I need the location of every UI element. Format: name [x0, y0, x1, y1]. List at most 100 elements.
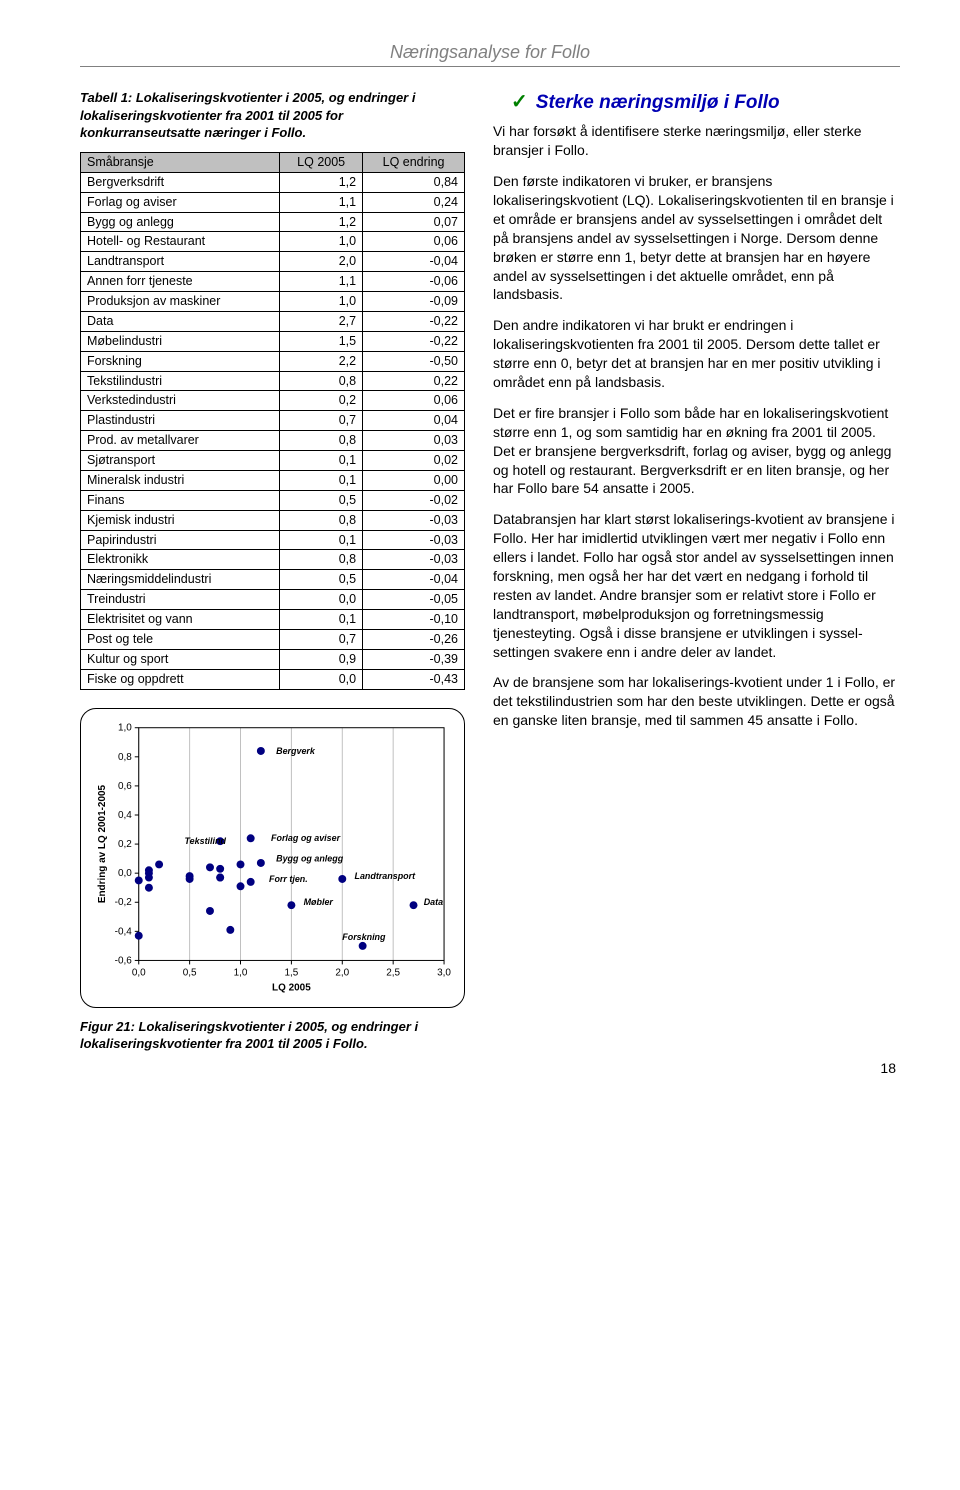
table-row: Finans0,5-0,02	[81, 490, 465, 510]
cell-change: -0,39	[363, 649, 465, 669]
svg-text:Data: Data	[424, 897, 443, 907]
body-paragraph: Den andre indikatoren vi har brukt er en…	[493, 316, 900, 392]
cell-change: 0,84	[363, 172, 465, 192]
body-paragraph: Av de bransjene som har lokaliserings-kv…	[493, 673, 900, 730]
body-paragraph: Den første indikatoren vi bruker, er bra…	[493, 172, 900, 304]
cell-name: Møbelindustri	[81, 331, 280, 351]
cell-lq: 0,2	[280, 391, 363, 411]
cell-lq: 2,0	[280, 252, 363, 272]
cell-change: 0,06	[363, 232, 465, 252]
cell-change: -0,05	[363, 590, 465, 610]
table-row: Forskning2,2-0,50	[81, 351, 465, 371]
svg-text:LQ 2005: LQ 2005	[272, 982, 311, 993]
table-row: Papirindustri0,1-0,03	[81, 530, 465, 550]
cell-change: -0,04	[363, 570, 465, 590]
table-row: Elektrisitet og vann0,1-0,10	[81, 610, 465, 630]
cell-change: 0,07	[363, 212, 465, 232]
svg-text:0,0: 0,0	[118, 868, 132, 879]
cell-lq: 0,1	[280, 530, 363, 550]
svg-text:1,0: 1,0	[234, 967, 248, 978]
cell-name: Forlag og aviser	[81, 192, 280, 212]
cell-change: -0,03	[363, 530, 465, 550]
table-row: Bygg og anlegg1,20,07	[81, 212, 465, 232]
cell-name: Næringsmiddelindustri	[81, 570, 280, 590]
svg-text:1,5: 1,5	[284, 967, 298, 978]
table-row: Fiske og oppdrett0,0-0,43	[81, 669, 465, 689]
cell-name: Produksjon av maskiner	[81, 292, 280, 312]
svg-text:-0,4: -0,4	[115, 926, 133, 937]
svg-text:0,6: 0,6	[118, 780, 132, 791]
cell-name: Finans	[81, 490, 280, 510]
table-row: Landtransport2,0-0,04	[81, 252, 465, 272]
page-number: 18	[80, 1059, 900, 1078]
table-row: Post og tele0,7-0,26	[81, 629, 465, 649]
cell-lq: 1,1	[280, 272, 363, 292]
svg-text:Tekstilind: Tekstilind	[185, 836, 227, 846]
svg-text:-0,2: -0,2	[115, 897, 133, 908]
cell-change: -0,22	[363, 311, 465, 331]
cell-name: Bygg og anlegg	[81, 212, 280, 232]
table-row: Næringsmiddelindustri0,5-0,04	[81, 570, 465, 590]
page-header-title: Næringsanalyse for Follo	[80, 40, 900, 67]
section-heading: ✓ Sterke næringsmiljø i Follo	[493, 89, 900, 116]
check-icon: ✓	[511, 89, 528, 116]
cell-lq: 0,0	[280, 590, 363, 610]
cell-lq: 0,7	[280, 411, 363, 431]
cell-change: -0,43	[363, 669, 465, 689]
cell-lq: 0,1	[280, 470, 363, 490]
table-row: Prod. av metallvarer0,80,03	[81, 431, 465, 451]
table-row: Forlag og aviser1,10,24	[81, 192, 465, 212]
figure-caption: Figur 21: Lokaliseringskvotienter i 2005…	[80, 1018, 465, 1053]
cell-name: Sjøtransport	[81, 451, 280, 471]
table-row: Annen forr tjeneste1,1-0,06	[81, 272, 465, 292]
cell-change: -0,09	[363, 292, 465, 312]
svg-text:-0,6: -0,6	[115, 955, 133, 966]
cell-name: Elektronikk	[81, 550, 280, 570]
table-header-row: Småbransje LQ 2005 LQ endring	[81, 152, 465, 172]
cell-lq: 0,5	[280, 490, 363, 510]
table-row: Møbelindustri1,5-0,22	[81, 331, 465, 351]
body-paragraph: Det er fire bransjer i Follo som både ha…	[493, 404, 900, 498]
cell-lq: 1,2	[280, 172, 363, 192]
cell-change: 0,06	[363, 391, 465, 411]
svg-text:Forr tjen.: Forr tjen.	[269, 874, 308, 884]
cell-name: Landtransport	[81, 252, 280, 272]
body-paragraph: Vi har forsøkt å identifisere sterke nær…	[493, 122, 900, 160]
col-header-1: LQ 2005	[280, 152, 363, 172]
cell-lq: 2,2	[280, 351, 363, 371]
table-row: Verkstedindustri0,20,06	[81, 391, 465, 411]
cell-change: -0,02	[363, 490, 465, 510]
svg-text:2,0: 2,0	[335, 967, 349, 978]
table-row: Sjøtransport0,10,02	[81, 451, 465, 471]
cell-name: Prod. av metallvarer	[81, 431, 280, 451]
cell-lq: 1,0	[280, 292, 363, 312]
svg-text:Bergverk: Bergverk	[276, 746, 316, 756]
svg-text:Møbler: Møbler	[304, 897, 334, 907]
cell-name: Kultur og sport	[81, 649, 280, 669]
cell-change: 0,03	[363, 431, 465, 451]
table-row: Kultur og sport0,9-0,39	[81, 649, 465, 669]
cell-change: -0,26	[363, 629, 465, 649]
svg-text:0,2: 0,2	[118, 839, 132, 850]
table-row: Mineralsk industri0,10,00	[81, 470, 465, 490]
cell-name: Post og tele	[81, 629, 280, 649]
cell-name: Kjemisk industri	[81, 510, 280, 530]
svg-text:2,5: 2,5	[386, 967, 400, 978]
svg-text:Landtransport: Landtransport	[354, 871, 416, 881]
cell-lq: 2,7	[280, 311, 363, 331]
cell-lq: 1,5	[280, 331, 363, 351]
cell-lq: 0,8	[280, 371, 363, 391]
svg-text:Forlag og aviser: Forlag og aviser	[271, 833, 341, 843]
svg-text:0,4: 0,4	[118, 810, 132, 821]
cell-lq: 1,2	[280, 212, 363, 232]
cell-change: 0,22	[363, 371, 465, 391]
cell-lq: 0,9	[280, 649, 363, 669]
table-row: Tekstilindustri0,80,22	[81, 371, 465, 391]
cell-lq: 0,8	[280, 431, 363, 451]
scatter-chart: 0,00,51,01,52,02,53,0-0,6-0,4-0,20,00,20…	[80, 708, 465, 1008]
body-paragraph: Databransjen har klart størst lokaliseri…	[493, 510, 900, 661]
col-header-2: LQ endring	[363, 152, 465, 172]
cell-change: -0,10	[363, 610, 465, 630]
table-row: Hotell- og Restaurant1,00,06	[81, 232, 465, 252]
table-row: Data2,7-0,22	[81, 311, 465, 331]
